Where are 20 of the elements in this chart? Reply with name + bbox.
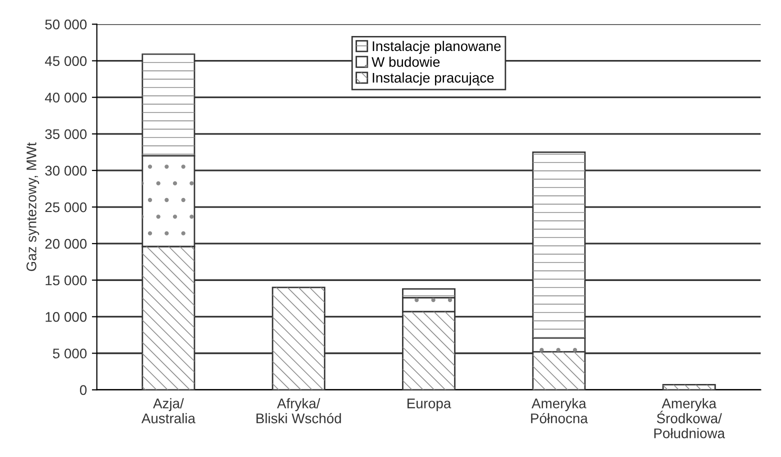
x-tick-label: Europa [408,398,452,412]
y-tick-label: 0 [80,385,87,395]
y-tick-label: 25 000 [45,202,87,212]
y-axis-title: Gaz syntezowy, MWt [26,142,40,272]
y-tick-label: 35 000 [45,129,87,140]
x-tick-label: Ameryka Środkowa/ Południowa [654,398,726,438]
y-tick-label: 40 000 [44,92,87,103]
y-tick-label: 10 000 [46,312,87,322]
x-tick-label: Ameryka Północna [531,398,588,424]
x-tick-label: Azja/ Australia [141,398,196,424]
y-tick-label: 50 000 [45,20,87,30]
y-tick-label: 20 000 [45,238,87,249]
legend-label: W budowie [372,56,440,67]
x-tick-label: Afryka/ Bliski Wschód [256,398,341,424]
y-tick-label: 5 000 [52,348,87,358]
legend-label: Instalacje planowane [372,40,501,54]
legend-label: Instalacje pracujące [372,72,494,86]
y-tick-label: 15 000 [46,275,87,286]
y-tick-label: 45 000 [44,56,87,66]
y-tick-label: 30 000 [45,166,87,176]
